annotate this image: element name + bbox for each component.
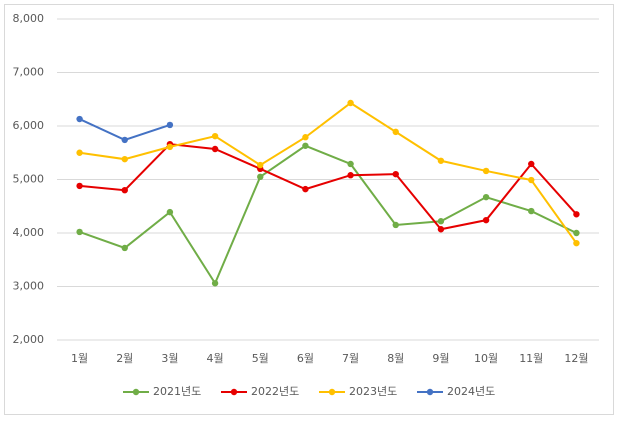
data-point: [166, 208, 174, 216]
data-point: [257, 173, 264, 181]
y-tick-label: 5,000: [13, 173, 45, 186]
data-point: [76, 228, 83, 236]
y-tick-label: 3,000: [13, 280, 45, 293]
data-point: [528, 207, 535, 215]
data-point: [482, 193, 490, 201]
data-point: [437, 226, 445, 233]
x-tick-label: 11월: [519, 352, 543, 365]
data-point: [437, 218, 445, 225]
data-point: [302, 134, 309, 141]
x-tick-label: 3월: [161, 352, 178, 365]
data-point: [302, 142, 309, 149]
y-tick-label: 2,000: [13, 333, 45, 346]
data-point: [166, 143, 174, 151]
legend-label: 2023년도: [349, 385, 397, 398]
legend-marker: [230, 388, 238, 396]
data-point: [392, 128, 399, 136]
x-tick-label: 7월: [342, 352, 359, 365]
data-point: [528, 176, 535, 184]
data-point: [121, 187, 128, 194]
data-point: [573, 239, 580, 247]
data-point: [482, 216, 490, 224]
data-point: [166, 121, 174, 129]
x-tick-label: 5월: [252, 352, 269, 365]
data-point: [347, 99, 354, 107]
x-tick-label: 8월: [387, 352, 404, 365]
data-point: [392, 170, 399, 178]
x-tick-label: 4월: [207, 352, 224, 365]
y-tick-label: 4,000: [13, 226, 45, 239]
data-point: [121, 244, 128, 252]
data-point: [392, 221, 399, 229]
series-line: [79, 144, 577, 286]
y-tick-label: 8,000: [13, 12, 45, 25]
series-line: [79, 101, 578, 244]
data-point: [573, 211, 580, 218]
x-tick-label: 2월: [116, 352, 133, 365]
data-point: [347, 160, 354, 168]
x-tick-label: 6월: [297, 352, 314, 365]
series-line: [79, 143, 578, 231]
legend-label: 2022년도: [251, 385, 299, 398]
data-point: [76, 182, 83, 190]
data-point: [121, 155, 128, 163]
data-point: [528, 160, 535, 168]
data-point: [76, 149, 83, 156]
legend-marker: [328, 388, 336, 396]
x-tick-label: 9월: [432, 352, 449, 365]
legend-label: 2021년도: [153, 385, 201, 398]
data-point: [211, 145, 219, 153]
data-point: [211, 132, 219, 140]
x-tick-label: 1월: [71, 352, 88, 365]
data-point: [211, 280, 219, 287]
y-tick-label: 6,000: [13, 119, 45, 132]
data-point: [347, 172, 354, 179]
data-point: [302, 185, 309, 193]
data-point: [437, 157, 445, 164]
data-point: [76, 115, 83, 123]
legend-marker: [426, 388, 434, 396]
x-tick-label: 12월: [564, 352, 588, 365]
legend-label: 2024년도: [447, 385, 495, 398]
data-point: [121, 136, 128, 144]
x-tick-label: 10월: [474, 352, 498, 365]
y-tick-label: 7,000: [13, 66, 45, 79]
data-point: [573, 229, 580, 237]
data-point: [482, 167, 490, 175]
data-point: [257, 161, 264, 169]
legend-marker: [132, 388, 140, 396]
